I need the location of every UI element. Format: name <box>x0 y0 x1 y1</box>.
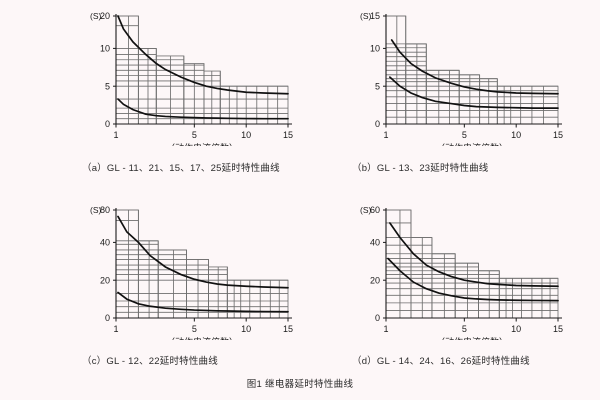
chart-b-upper-delay-curve <box>390 39 559 95</box>
chart-d-caption: （d）GL - 14、24、16、26延时特性曲线 <box>352 356 530 367</box>
chart-d-xtick-10: 10 <box>511 324 521 334</box>
chart-a-ytick-20: 20 <box>100 11 110 21</box>
chart-c-ytick-80: 80 <box>100 205 110 215</box>
chart-a-ytick-10: 10 <box>100 44 110 54</box>
chart-a-xtick-10: 10 <box>241 130 251 140</box>
chart-c-xtick-1: 1 <box>113 324 118 334</box>
chart-b-ytick-0: 0 <box>375 119 380 129</box>
chart-d-xaxis-label: （动作电流倍数） <box>436 336 508 340</box>
chart-a-xtick-5: 5 <box>192 130 197 140</box>
chart-c-ytick-0: 0 <box>105 313 110 323</box>
figure-title: 图1 继电器延时特性曲线 <box>246 379 354 390</box>
chart-b-lower-delay-curve <box>389 76 559 109</box>
chart-b-ytick-15: 15 <box>370 11 380 21</box>
chart-d-ytick-20: 20 <box>370 275 380 285</box>
chart-c-caption: （c）GL - 12、22延时特性曲线 <box>82 356 218 367</box>
chart-b-y-unit-label: (S) <box>360 11 372 21</box>
chart-b-xtick-1: 1 <box>383 130 388 140</box>
chart-c-ytick-20: 20 <box>100 275 110 285</box>
chart-b-xtick-5: 5 <box>462 130 467 140</box>
chart-a-lower-delay-curve <box>117 98 289 120</box>
chart-b-xtick-15: 15 <box>553 130 563 140</box>
chart-c-y-unit-label: (S) <box>90 205 102 215</box>
chart-b-xtick-10: 10 <box>511 130 521 140</box>
chart-d-xtick-5: 5 <box>462 324 467 334</box>
chart-a-xtick-15: 15 <box>283 130 293 140</box>
chart-a-caption: （a）GL - 11、21、15、17、25延时特性曲线 <box>82 163 280 174</box>
chart-a-xtick-1: 1 <box>113 130 118 140</box>
chart-c-xtick-5: 5 <box>192 324 197 334</box>
chart-b-ytick-10: 10 <box>370 44 380 54</box>
chart-c-xtick-15: 15 <box>283 324 293 334</box>
chart-d-xtick-15: 15 <box>553 324 563 334</box>
chart-c-xaxis-label: （动作电流倍数） <box>166 336 238 340</box>
chart-d-y-unit-label: (S) <box>360 205 372 215</box>
chart-a-y-unit-label: (S) <box>90 11 102 21</box>
chart-d-ytick-60: 60 <box>370 205 380 215</box>
chart-d-ytick-0: 0 <box>375 313 380 323</box>
chart-a-ytick-0: 0 <box>105 119 110 129</box>
chart-a-xaxis-label: （动作电流倍数） <box>166 142 238 146</box>
chart-b-ytick-5: 5 <box>375 81 380 91</box>
chart-a-ytick-5: 5 <box>105 81 110 91</box>
chart-c-lower-delay-curve <box>117 291 289 313</box>
chart-d-xtick-1: 1 <box>383 324 388 334</box>
chart-c-xtick-10: 10 <box>241 324 251 334</box>
chart-d-ytick-40: 40 <box>370 238 380 248</box>
chart-d-upper-delay-curve <box>389 222 559 288</box>
chart-b-xaxis-label: （动作电流倍数） <box>436 142 508 146</box>
chart-c-upper-delay-curve <box>117 215 289 289</box>
chart-c-ytick-40: 40 <box>100 238 110 248</box>
chart-a-upper-delay-curve <box>117 15 289 95</box>
chart-d-lower-delay-curve <box>387 257 559 302</box>
chart-b-caption: （b）GL - 13、23延时特性曲线 <box>352 163 489 174</box>
